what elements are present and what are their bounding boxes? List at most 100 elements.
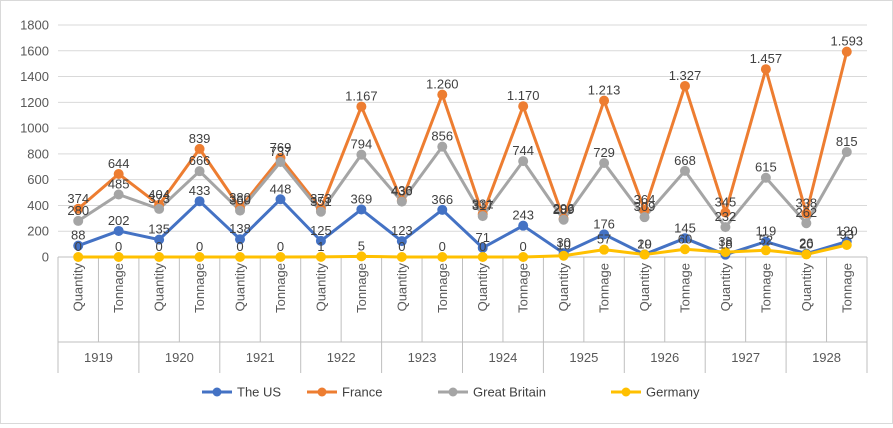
data-label: 430 <box>391 184 413 199</box>
data-point <box>518 101 529 112</box>
data-label: 176 <box>593 216 615 231</box>
legend-entry: Germany <box>646 385 700 400</box>
data-point <box>154 203 165 214</box>
data-label: 815 <box>836 134 858 149</box>
data-label: 373 <box>148 191 170 206</box>
data-label: 120 <box>836 224 858 239</box>
data-label: 0 <box>479 239 486 254</box>
data-point <box>73 203 84 214</box>
data-label: 289 <box>553 202 575 217</box>
data-point <box>841 146 852 157</box>
data-label: 71 <box>475 230 489 245</box>
data-point <box>801 249 812 260</box>
x-subcategory-label: Quantity <box>718 263 733 312</box>
data-point <box>194 252 205 262</box>
x-year-label: 1926 <box>650 350 679 365</box>
data-point <box>194 143 205 154</box>
x-year-label: 1920 <box>165 350 194 365</box>
data-label: 668 <box>674 153 696 168</box>
y-tick-label: 800 <box>27 146 49 161</box>
data-point <box>275 194 286 205</box>
data-point <box>73 215 84 226</box>
x-year-label: 1924 <box>488 350 517 365</box>
data-point <box>315 206 326 217</box>
x-year-label: 1921 <box>246 350 275 365</box>
data-point <box>679 233 690 244</box>
data-label: 366 <box>431 192 453 207</box>
data-label: 666 <box>189 153 211 168</box>
data-point <box>599 158 610 169</box>
x-subcategory-label: Quantity <box>71 263 86 312</box>
data-label: 296 <box>553 201 575 216</box>
data-point <box>760 245 771 256</box>
x-subcategory-label: Quantity <box>152 263 167 312</box>
data-label: 744 <box>512 143 534 158</box>
data-label: 0 <box>115 239 122 254</box>
data-point <box>477 211 488 222</box>
data-label: 0 <box>277 239 284 254</box>
data-label: 436 <box>391 183 413 198</box>
data-label: 0 <box>196 239 203 254</box>
data-label: 10 <box>556 238 570 253</box>
data-point <box>315 235 326 246</box>
data-point <box>679 244 690 255</box>
data-label: 374 <box>67 191 89 206</box>
y-tick-label: 1200 <box>20 95 49 110</box>
data-label: 125 <box>310 223 332 238</box>
x-subcategory-label: Quantity <box>233 263 248 312</box>
data-label: 1.327 <box>669 68 702 83</box>
data-label: 360 <box>229 193 251 208</box>
x-subcategory-label: Tonnage <box>111 263 126 313</box>
x-subcategory-label: Tonnage <box>597 263 612 313</box>
data-point <box>437 252 448 262</box>
legend-swatch-marker <box>212 387 222 397</box>
data-point <box>396 236 407 247</box>
legend-entry: The US <box>237 385 281 400</box>
legend-swatch-marker <box>448 387 458 397</box>
data-label: 18 <box>718 237 732 252</box>
data-label: 1.260 <box>426 77 459 92</box>
data-point <box>518 220 529 231</box>
data-point <box>113 252 124 262</box>
x-year-label: 1919 <box>84 350 113 365</box>
data-point <box>639 249 650 260</box>
data-label: 0 <box>439 239 446 254</box>
data-point <box>558 250 569 261</box>
data-point <box>235 252 246 262</box>
data-label: 433 <box>189 183 211 198</box>
x-year-label: 1928 <box>812 350 841 365</box>
data-label: 1.167 <box>345 89 378 104</box>
data-label: 119 <box>756 224 777 239</box>
data-label: 145 <box>674 220 696 235</box>
data-point <box>396 196 407 207</box>
data-point <box>113 225 124 236</box>
data-label: 737 <box>270 144 292 159</box>
y-tick-label: 1000 <box>20 121 49 136</box>
x-subcategory-label: Tonnage <box>839 263 854 313</box>
data-label: 20 <box>799 236 813 251</box>
data-label: 38 <box>718 234 732 249</box>
data-point <box>639 212 650 223</box>
x-subcategory-label: Tonnage <box>758 263 773 313</box>
data-point <box>315 251 326 262</box>
data-point <box>356 149 367 160</box>
x-subcategory-label: Quantity <box>313 263 328 312</box>
data-label: 373 <box>310 191 332 206</box>
data-label: 138 <box>229 221 251 236</box>
data-label: 232 <box>715 209 737 224</box>
data-label: 369 <box>351 191 373 206</box>
data-point <box>235 234 246 245</box>
data-label: 19 <box>637 237 651 252</box>
data-label: 1 <box>317 239 324 254</box>
data-label: 0 <box>236 239 243 254</box>
data-point <box>154 252 165 262</box>
data-point <box>437 89 448 100</box>
x-subcategory-label: Quantity <box>799 263 814 312</box>
data-point <box>720 247 731 258</box>
data-label: 26 <box>799 236 813 251</box>
data-point <box>477 252 488 262</box>
legend-swatch-marker <box>621 387 631 397</box>
data-label: 331 <box>472 196 494 211</box>
data-label: 0 <box>520 239 527 254</box>
